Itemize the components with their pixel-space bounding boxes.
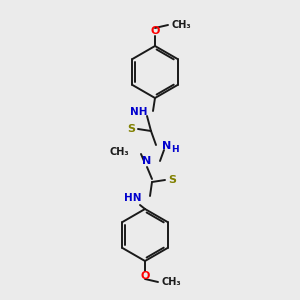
Text: S: S (168, 175, 176, 185)
Text: NH: NH (130, 107, 148, 117)
Text: H: H (171, 146, 179, 154)
Text: N: N (162, 141, 172, 151)
Text: HN: HN (124, 193, 142, 203)
Text: O: O (150, 26, 160, 36)
Text: S: S (127, 124, 135, 134)
Text: CH₃: CH₃ (162, 277, 182, 287)
Text: CH₃: CH₃ (110, 147, 129, 157)
Text: CH₃: CH₃ (172, 20, 192, 30)
Text: N: N (142, 156, 152, 166)
Text: O: O (140, 271, 150, 281)
